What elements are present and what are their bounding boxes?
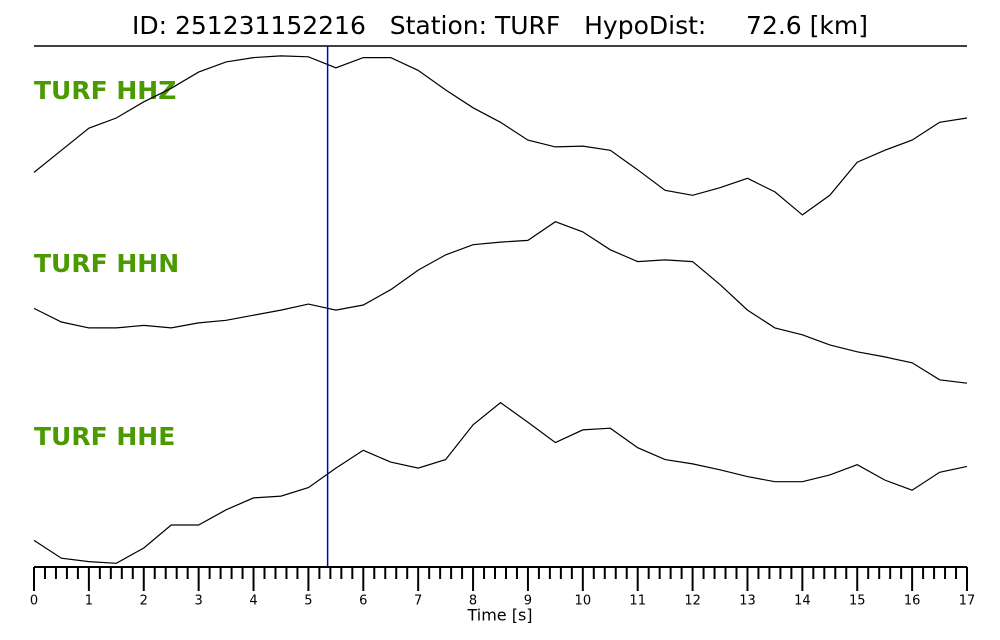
trace-label: TURF HHE (34, 422, 175, 451)
x-tick-label: 3 (195, 594, 203, 609)
chart-title: ID: 251231152216 Station: TURF HypoDist:… (132, 11, 868, 40)
x-tick-label: 16 (904, 594, 921, 609)
trace-label: TURF HHN (34, 249, 179, 278)
x-tick-label: 10 (575, 594, 592, 609)
x-tick-label: 9 (524, 594, 532, 609)
x-tick-label: 14 (794, 594, 811, 609)
trace-line (33, 221, 968, 384)
x-tick-label: 0 (30, 594, 38, 609)
x-tick-label: 6 (359, 594, 367, 609)
x-tick-label: 12 (684, 594, 701, 609)
x-tick-label: 2 (140, 594, 148, 609)
x-tick-label: 17 (959, 594, 976, 609)
x-tick-label: 7 (414, 594, 422, 609)
x-tick-label: 8 (469, 594, 477, 609)
trace-label: TURF HHZ (34, 76, 176, 105)
x-tick-label: 1 (85, 594, 93, 609)
x-tick-label: 5 (304, 594, 312, 609)
trace-line (33, 401, 968, 564)
x-tick-label: 15 (849, 594, 866, 609)
x-tick-label: 4 (249, 594, 257, 609)
trace-line (33, 55, 968, 216)
x-tick-label: 13 (739, 594, 756, 609)
x-tick-label: 11 (629, 594, 646, 609)
x-axis-label: Time [s] (466, 606, 532, 625)
